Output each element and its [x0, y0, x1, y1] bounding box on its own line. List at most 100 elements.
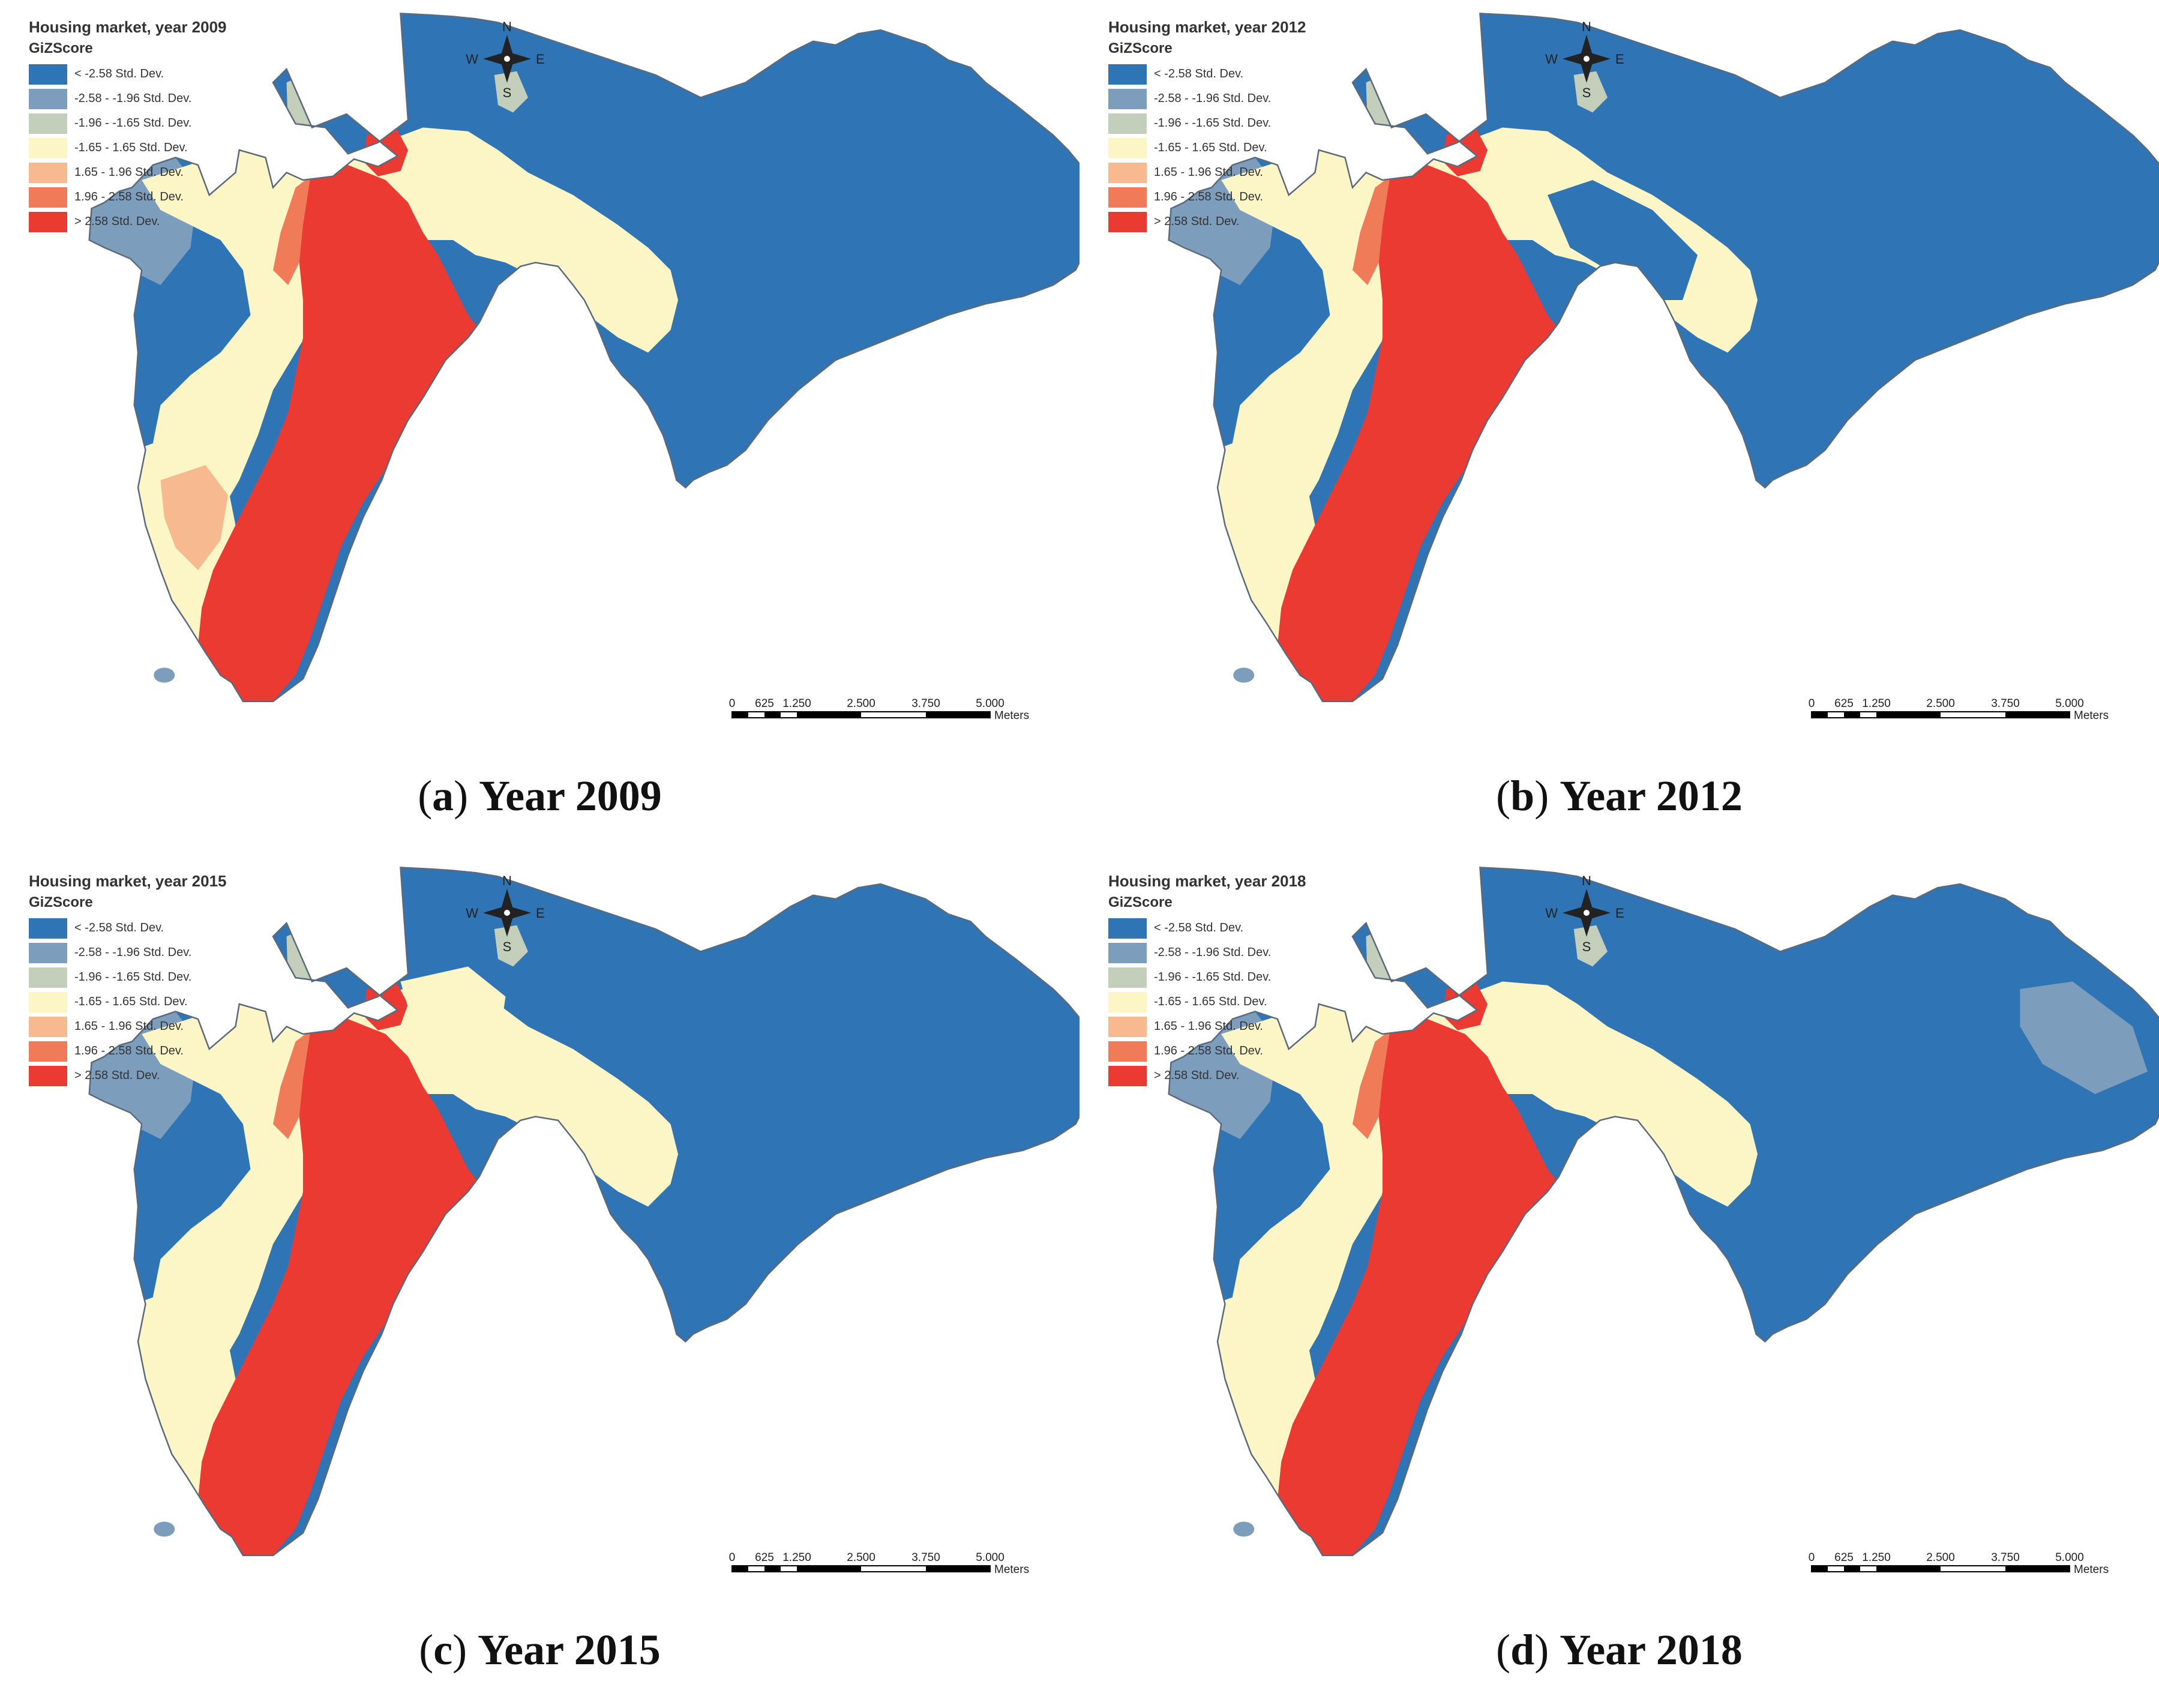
panel-a: N S W E 0 625 1.250 2.500 3.750 5.000 Me… [0, 0, 1080, 854]
zone-red-hotspot [198, 1019, 498, 1556]
island [154, 1521, 175, 1537]
legend-label: > 2.58 Std. Dev. [74, 1069, 160, 1082]
caption-year: Year 2018 [1560, 1626, 1743, 1674]
legend-item: -1.65 - 1.65 Std. Dev. [1108, 136, 1306, 160]
legend-swatch [1108, 137, 1147, 158]
legend-label: -2.58 - -1.96 Std. Dev. [1154, 92, 1272, 105]
legend-item: -2.58 - -1.96 Std. Dev. [1108, 940, 1306, 965]
zone-greygreen-northeast [494, 925, 528, 967]
compass-north: N [502, 19, 512, 34]
map-layer [88, 13, 1080, 702]
legend-title: GiZScore [1108, 40, 1173, 56]
panel-d: N S W E 0 625 1.250 2.500 3.750 5.000 Me… [1080, 854, 2159, 1708]
zone-cream-belt [1221, 981, 1758, 1394]
scale-bar: 0 625 1.250 2.500 3.750 5.000 Meters [729, 697, 1029, 722]
legend-swatch [29, 137, 67, 158]
map-zones [1168, 867, 2159, 1556]
map-layer [88, 867, 1080, 1556]
legend-label: 1.96 - 2.58 Std. Dev. [1154, 190, 1263, 203]
legend-label: -1.96 - -1.65 Std. Dev. [74, 970, 192, 984]
map-title: Housing market, year 2009 [29, 18, 227, 36]
compass-south: S [1582, 939, 1591, 954]
legend-item: -2.58 - -1.96 Std. Dev. [29, 86, 227, 111]
scale-tick-625: 625 [755, 697, 774, 710]
compass-north: N [1582, 19, 1591, 34]
legend-label: > 2.58 Std. Dev. [1154, 215, 1240, 228]
compass-east: E [1615, 906, 1624, 921]
caption-year: Year 2012 [1560, 772, 1743, 820]
legend-swatch [29, 113, 67, 134]
scale-tick-0: 0 [729, 697, 736, 710]
legend-label: 1.96 - 2.58 Std. Dev. [74, 190, 184, 203]
legend-title: GiZScore [29, 40, 93, 56]
scale-unit: Meters [994, 709, 1029, 722]
legend: Housing market, year 2012 GiZScore < -2.… [1108, 18, 1306, 234]
legend-label: 1.96 - 2.58 Std. Dev. [1154, 1044, 1263, 1057]
zone-greyblue-east [2020, 981, 2148, 1094]
map-zones [89, 13, 1080, 702]
zone-cream-belt [142, 127, 678, 540]
scale-tick-0: 0 [1809, 697, 1815, 710]
legend-label: < -2.58 Std. Dev. [1154, 921, 1244, 934]
compass-west: W [466, 906, 478, 921]
legend-swatch [29, 942, 67, 963]
legend-swatch [1108, 162, 1147, 183]
legend-label: -1.65 - 1.65 Std. Dev. [74, 995, 188, 1008]
legend-swatch [1108, 64, 1147, 85]
scale-tick-1250: 1.250 [782, 1551, 811, 1564]
panel-c: N S W E 0 625 1.250 2.500 3.750 5.000 Me… [0, 854, 1080, 1708]
compass-east: E [536, 906, 545, 921]
legend-item: < -2.58 Std. Dev. [1108, 916, 1306, 940]
panel-caption: (c) Year 2015 [419, 1626, 661, 1674]
map-zones [89, 867, 1080, 1556]
legend-swatch [1108, 211, 1147, 232]
scale-unit: Meters [2074, 709, 2109, 722]
zone-cream-northeast [400, 966, 506, 1057]
legend-title: GiZScore [1108, 894, 1173, 910]
legend-label: 1.65 - 1.96 Std. Dev. [1154, 1020, 1263, 1033]
legend-item: -1.96 - -1.65 Std. Dev. [29, 111, 227, 136]
map-2012: N S W E 0 625 1.250 2.500 3.750 5.000 Me… [1168, 13, 2159, 722]
legend-item: 1.96 - 2.58 Std. Dev. [1108, 185, 1306, 209]
legend: Housing market, year 2015 GiZScore < -2.… [29, 872, 227, 1088]
legend-swatch [1108, 991, 1147, 1012]
scale-tick-2500: 2.500 [1926, 1551, 1955, 1564]
scale-tick-3750: 3.750 [1991, 697, 2020, 710]
compass-north: N [1582, 873, 1591, 888]
scale-tick-5000: 5.000 [2055, 1551, 2084, 1564]
map-2015: N S W E 0 625 1.250 2.500 3.750 5.000 Me… [88, 867, 1080, 1576]
legend-label: 1.65 - 1.96 Std. Dev. [74, 166, 184, 179]
compass: N S W E [1545, 873, 1624, 954]
scale-tick-0: 0 [729, 1551, 736, 1564]
legend-item: > 2.58 Std. Dev. [29, 1063, 227, 1088]
zone-orange-halo [273, 176, 311, 285]
map-outline [88, 13, 1080, 702]
legend-label: < -2.58 Std. Dev. [74, 67, 164, 80]
panel-caption: (d) Year 2018 [1496, 1626, 1743, 1674]
zone-orange-halo [1353, 1030, 1390, 1139]
legend-label: -1.96 - -1.65 Std. Dev. [1154, 970, 1272, 984]
caption-letter: a [432, 772, 454, 820]
map-2018: N S W E 0 625 1.250 2.500 3.750 5.000 Me… [1168, 867, 2159, 1576]
island [154, 667, 175, 683]
legend-swatch [29, 1041, 67, 1062]
scale-tick-5000: 5.000 [976, 1551, 1004, 1564]
legend-item: -1.96 - -1.65 Std. Dev. [1108, 965, 1306, 990]
scale-tick-1250: 1.250 [1862, 1551, 1891, 1564]
legend-items: < -2.58 Std. Dev. -2.58 - -1.96 Std. Dev.… [1108, 916, 1306, 1088]
scale-bar: 0 625 1.250 2.500 3.750 5.000 Meters [1809, 697, 2109, 722]
legend-label: -1.65 - 1.65 Std. Dev. [74, 141, 188, 154]
legend-item: 1.65 - 1.96 Std. Dev. [29, 160, 227, 185]
legend-label: -1.96 - -1.65 Std. Dev. [74, 116, 192, 130]
map-layer [1168, 13, 2159, 702]
zone-blue-northeast [1548, 180, 1698, 300]
legend-item: -2.58 - -1.96 Std. Dev. [1108, 86, 1306, 111]
legend-swatch [29, 88, 67, 109]
legend-title: GiZScore [29, 894, 93, 910]
legend-label: -1.65 - 1.65 Std. Dev. [1154, 995, 1267, 1008]
compass-south: S [503, 939, 512, 954]
legend-item: 1.96 - 2.58 Std. Dev. [1108, 1039, 1306, 1063]
zone-orange-halo [273, 1030, 311, 1139]
scale-tick-625: 625 [1834, 697, 1854, 710]
compass-east: E [1615, 52, 1624, 67]
